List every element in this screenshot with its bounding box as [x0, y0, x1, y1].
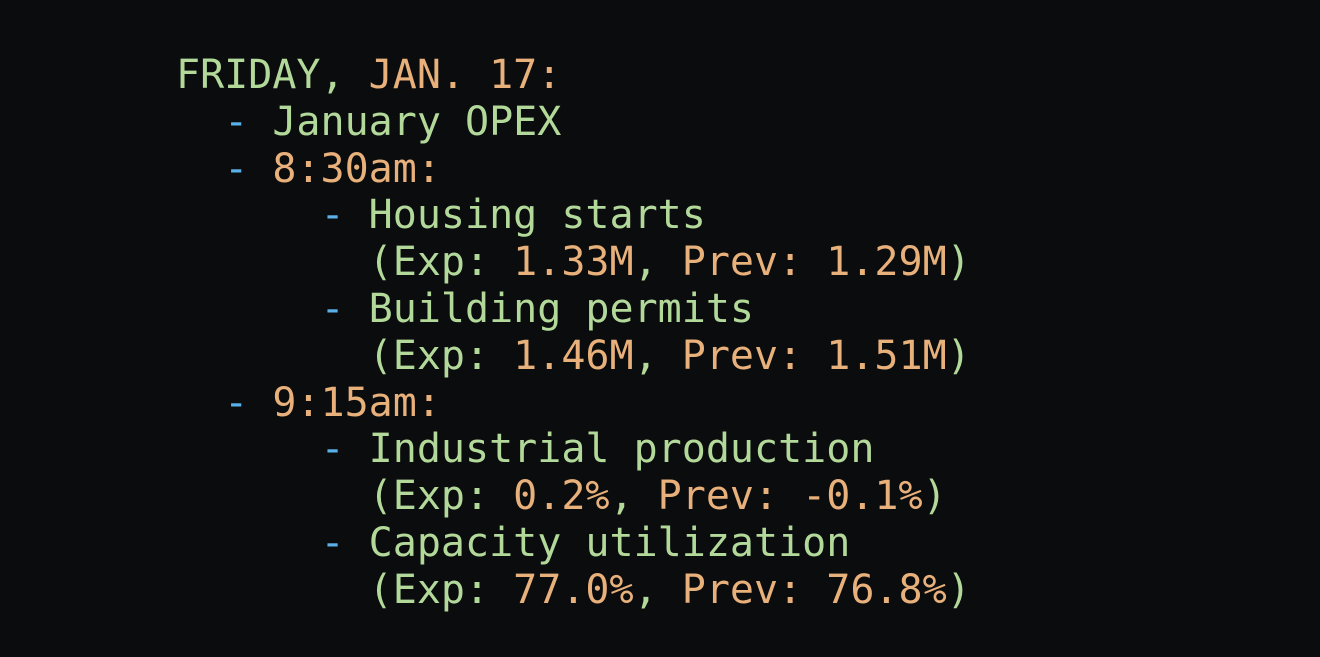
bullet-dash: -: [224, 98, 249, 145]
text-line: - 8:30am:: [176, 146, 971, 193]
label-text: ): [946, 239, 971, 286]
label-text: ,: [633, 332, 682, 379]
label-text: ): [946, 566, 971, 613]
text-line: FRIDAY, JAN. 17:: [176, 52, 971, 99]
bullet-dash: -: [320, 285, 345, 332]
text-line: - Capacity utilization: [176, 520, 971, 567]
label-text: [176, 380, 224, 426]
value-text: 77.0%: [513, 566, 634, 613]
label-text: FRIDAY,: [176, 52, 369, 98]
schedule-text-block: FRIDAY, JAN. 17: - January OPEX - 8:30am…: [176, 52, 971, 614]
label-text: ,: [633, 239, 682, 286]
label-text: (Exp:: [176, 332, 514, 379]
label-text: Capacity utilization: [344, 519, 851, 566]
label-text: [176, 520, 321, 566]
text-line: - Building permits: [176, 286, 971, 333]
bullet-dash: -: [320, 519, 345, 566]
value-text: 9:15am:: [248, 379, 441, 426]
label-text: ,: [633, 566, 682, 613]
text-line: - 9:15am:: [176, 380, 971, 427]
value-text: Prev: 1.29M: [681, 239, 947, 286]
label-text: Building permits: [344, 285, 754, 332]
label-text: ): [946, 332, 971, 379]
text-line: - January OPEX: [176, 99, 971, 146]
label-text: January OPEX: [248, 98, 562, 145]
label-text: (Exp:: [176, 473, 514, 520]
label-text: ,: [609, 473, 658, 520]
text-line: (Exp: 77.0%, Prev: 76.8%): [176, 567, 971, 614]
label-text: [176, 99, 224, 145]
label-text: Housing starts: [344, 192, 706, 239]
label-text: [176, 192, 321, 238]
bullet-dash: -: [320, 192, 345, 239]
label-text: Industrial production: [344, 426, 875, 473]
text-line: (Exp: 1.46M, Prev: 1.51M): [176, 333, 971, 380]
value-text: 0.2%: [513, 473, 610, 520]
label-text: (Exp:: [176, 239, 514, 286]
bullet-dash: -: [224, 145, 249, 192]
value-text: 1.46M: [513, 332, 634, 379]
value-text: 1.33M: [513, 239, 634, 286]
bullet-dash: -: [224, 379, 249, 426]
text-line: - Industrial production: [176, 426, 971, 473]
value-text: Prev: 1.51M: [681, 332, 947, 379]
label-text: [176, 286, 321, 332]
label-text: [176, 426, 321, 472]
value-text: Prev: 76.8%: [681, 566, 947, 613]
label-text: [176, 146, 224, 192]
value-text: 8:30am:: [248, 145, 441, 192]
text-line: - Housing starts: [176, 192, 971, 239]
label-text: (Exp:: [176, 566, 514, 613]
text-line: (Exp: 0.2%, Prev: -0.1%): [176, 473, 971, 520]
value-text: Prev: -0.1%: [657, 473, 923, 520]
bullet-dash: -: [320, 426, 345, 473]
value-text: JAN. 17:: [368, 52, 562, 98]
text-line: (Exp: 1.33M, Prev: 1.29M): [176, 239, 971, 286]
label-text: ): [922, 473, 947, 520]
